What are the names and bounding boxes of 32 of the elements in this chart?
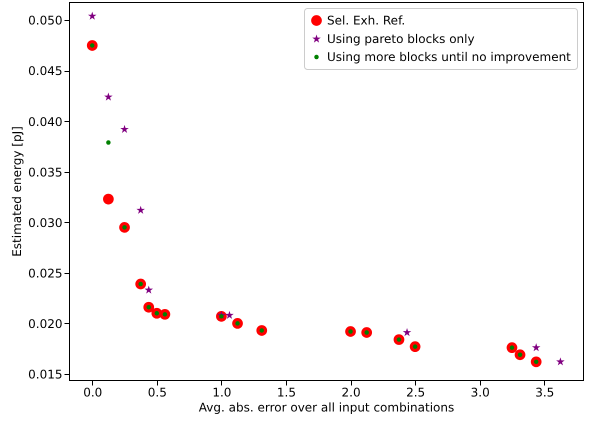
point [106,140,111,145]
point [120,124,129,133]
x-tick-label: 3.5 [535,386,554,400]
x-tick-label: 2.0 [341,386,361,400]
y-tick-label: 0.045 [28,64,62,78]
y-tick-label: 0.020 [28,316,62,331]
point [104,92,113,101]
y-tick-label: 0.030 [28,216,62,230]
y-axis-title: Estimated energy [pJ] [10,126,24,257]
y-tick-label: 0.035 [28,165,62,180]
x-tick-label: 0.5 [148,386,167,400]
y-tick-label: 0.015 [28,367,62,382]
x-axis-title: Avg. abs. error over all input combinations [198,400,454,414]
point [136,206,145,214]
y-tick-label: 0.040 [28,114,62,129]
point [556,357,565,366]
legend-label: Using more blocks until no improvement [327,50,572,64]
x-tick-label: 2.5 [406,386,426,400]
x-tick-label: 0.0 [83,386,102,400]
y-tick-label: 0.050 [28,14,62,28]
point [532,343,540,352]
legend-label: Using pareto blocks only [327,32,475,46]
x-tick-label: 1.5 [276,386,296,400]
x-tick-label: 3.0 [470,386,490,400]
point [225,310,234,319]
y-tick-label: 0.025 [28,266,62,280]
x-tick-label: 1.0 [212,386,232,400]
point [88,12,96,20]
legend-label: Sel. Exh. Ref. [327,14,406,28]
point [402,328,412,336]
point [103,194,114,204]
point [144,286,153,294]
